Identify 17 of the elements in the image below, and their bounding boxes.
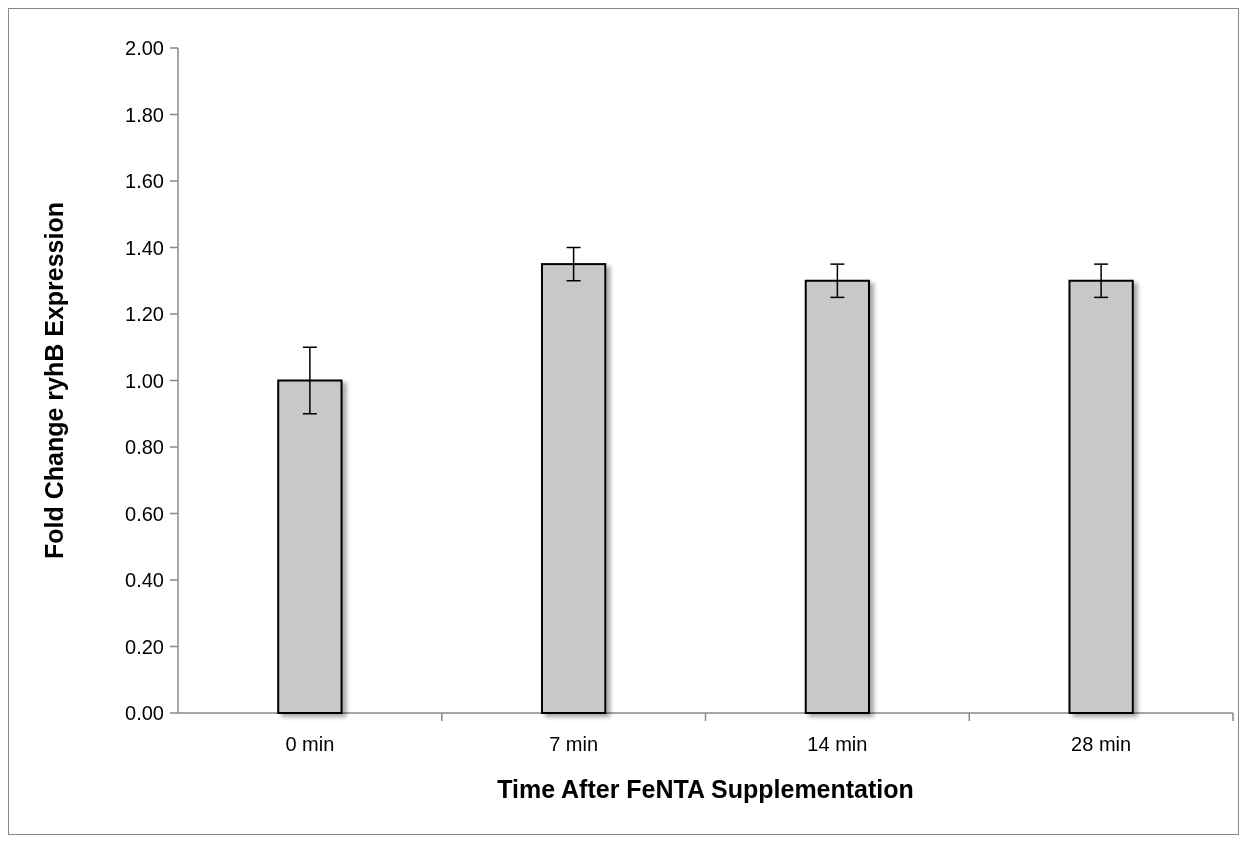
x-tick-label: 28 min	[1071, 733, 1132, 755]
y-tick-label: 1.20	[125, 303, 164, 325]
y-axis-title: Fold Change ryhB Expression	[40, 201, 68, 560]
x-tick-label: 0 min	[285, 733, 335, 755]
y-tick-label: 0.80	[125, 436, 164, 458]
y-tick-label: 0.00	[125, 702, 164, 724]
x-tick-label: 14 min	[807, 733, 868, 755]
y-tick-label: 2.00	[125, 37, 164, 59]
y-tick-label: 0.60	[125, 502, 164, 525]
y-tick-label: 0.40	[125, 569, 164, 591]
y-tick-label: 1.60	[125, 170, 164, 192]
x-axis-title: Time After FeNTA Supplementation	[497, 775, 914, 803]
x-tick-label: 7 min	[549, 733, 599, 755]
y-tick-label: 1.80	[125, 103, 164, 126]
y-tick-label: 1.00	[125, 369, 164, 392]
y-tick-label: 1.40	[125, 236, 164, 259]
y-tick-label: 0.20	[125, 635, 164, 658]
